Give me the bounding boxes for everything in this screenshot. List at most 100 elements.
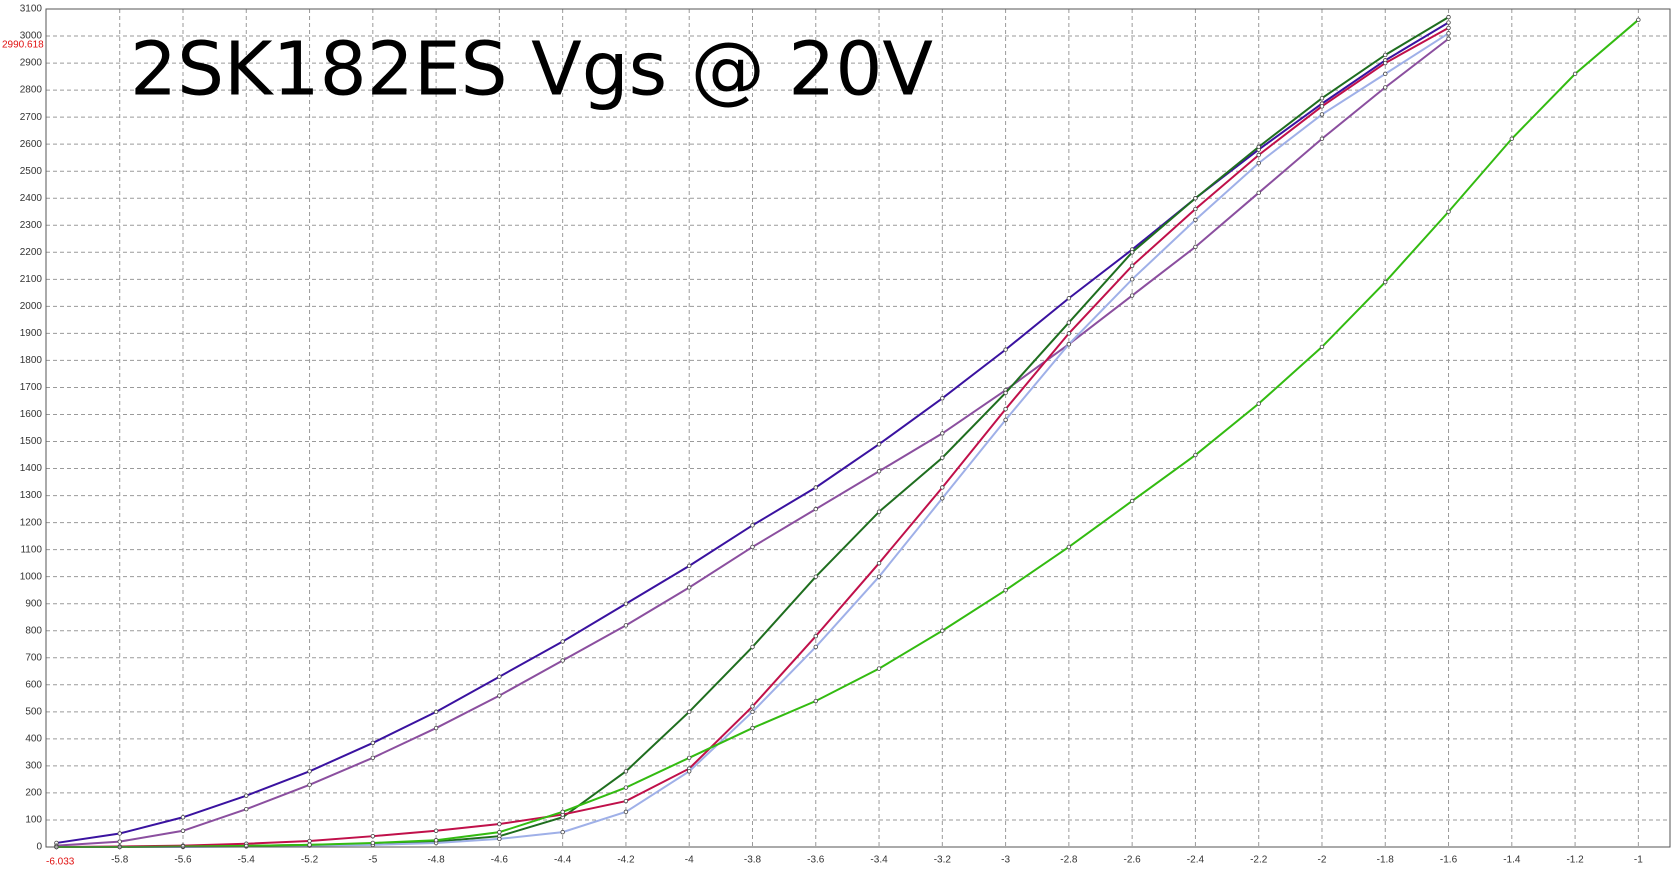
x-tick-label: -4.4	[554, 855, 572, 866]
data-point	[497, 829, 502, 835]
y-tick-label: 1100	[20, 544, 42, 555]
data-point	[1383, 279, 1388, 285]
data-point	[1066, 544, 1072, 550]
data-point	[1256, 144, 1261, 150]
data-point	[497, 836, 502, 842]
data-point	[307, 769, 312, 774]
y-tick-label: 100	[25, 815, 42, 826]
data-point	[750, 709, 755, 715]
data-point	[623, 785, 629, 790]
data-point	[1319, 344, 1325, 350]
data-point	[1193, 196, 1198, 201]
data-point	[876, 509, 882, 514]
x-tick-label: -4.6	[491, 855, 509, 866]
cursor-x-label: -6.033	[46, 857, 75, 868]
data-point	[1383, 52, 1388, 58]
data-point	[940, 496, 945, 501]
data-point	[560, 809, 565, 815]
data-point	[1383, 85, 1388, 90]
y-tick-label: 800	[25, 625, 42, 636]
data-point	[750, 544, 755, 550]
data-point	[1319, 136, 1325, 141]
data-point	[1256, 152, 1261, 158]
x-tick-label: -5.8	[111, 855, 129, 866]
x-tick-label: -1.4	[1503, 855, 1521, 866]
x-tick-label: -4.2	[617, 855, 635, 866]
data-point	[623, 601, 629, 606]
data-point	[876, 560, 882, 566]
data-point	[180, 828, 186, 833]
data-point	[370, 740, 376, 746]
y-tick-label: 2300	[20, 220, 43, 231]
y-tick-label: 1400	[20, 463, 43, 474]
data-point	[750, 704, 755, 709]
y-tick-label: 2600	[20, 139, 43, 150]
y-tick-label: 0	[36, 842, 42, 853]
y-tick-label: 300	[25, 761, 42, 772]
data-point	[1572, 71, 1578, 77]
y-tick-label: 900	[25, 598, 42, 609]
data-point	[940, 455, 945, 460]
data-point	[1446, 20, 1451, 25]
data-point	[687, 563, 692, 569]
data-point	[1066, 342, 1072, 347]
x-tick-label: -3.4	[870, 855, 888, 866]
y-tick-label: 2100	[20, 274, 43, 285]
y-tick-label: 1000	[20, 571, 43, 582]
data-point	[1256, 190, 1261, 196]
data-point	[1319, 96, 1325, 101]
data-point	[560, 639, 565, 644]
cursor-y-label: 2990.618	[2, 40, 44, 51]
data-point	[940, 396, 945, 401]
data-point	[1129, 263, 1135, 269]
y-tick-label: 2500	[20, 166, 43, 177]
data-point	[813, 698, 818, 704]
x-tick-label: -1.8	[1377, 855, 1395, 866]
data-point	[1383, 60, 1388, 66]
x-tick-label: -1.2	[1566, 855, 1584, 866]
data-point	[433, 709, 439, 715]
y-tick-label: 1800	[20, 355, 43, 366]
data-point	[307, 782, 312, 788]
data-point	[560, 658, 565, 663]
data-point	[1256, 160, 1261, 166]
data-point	[1446, 25, 1451, 31]
data-point	[1193, 206, 1198, 212]
data-point	[1193, 244, 1198, 250]
x-tick-label: -1.6	[1440, 855, 1458, 866]
y-tick-label: 500	[25, 706, 42, 717]
x-tick-label: -2.2	[1250, 855, 1268, 866]
data-point	[1446, 14, 1451, 20]
y-tick-label: 400	[25, 734, 42, 745]
plot-frame	[45, 8, 1671, 848]
data-point	[1003, 347, 1008, 352]
y-tick-label: 2200	[20, 247, 43, 258]
data-point	[1066, 320, 1072, 325]
data-point	[876, 666, 882, 671]
y-tick-label: 1600	[20, 409, 43, 420]
x-tick-label: -5.2	[301, 855, 319, 866]
data-point	[813, 506, 818, 512]
y-tick-label: 700	[25, 652, 42, 663]
data-point	[370, 840, 376, 846]
data-point	[876, 469, 882, 474]
data-point	[117, 839, 122, 844]
data-point	[497, 674, 502, 679]
data-point	[813, 633, 818, 639]
data-point	[117, 831, 122, 836]
data-point	[244, 793, 249, 798]
grid	[46, 8, 1670, 848]
y-tick-label: 200	[25, 788, 42, 799]
data-point	[307, 842, 312, 848]
data-point	[1003, 417, 1008, 423]
x-tick-label: -3.8	[744, 855, 762, 866]
data-point	[1129, 293, 1135, 298]
data-point	[1003, 406, 1008, 412]
data-point	[1066, 296, 1072, 301]
lines	[54, 14, 1641, 850]
data-point	[940, 628, 945, 633]
data-point	[1066, 331, 1072, 336]
x-tick-label: -2	[1318, 855, 1327, 866]
